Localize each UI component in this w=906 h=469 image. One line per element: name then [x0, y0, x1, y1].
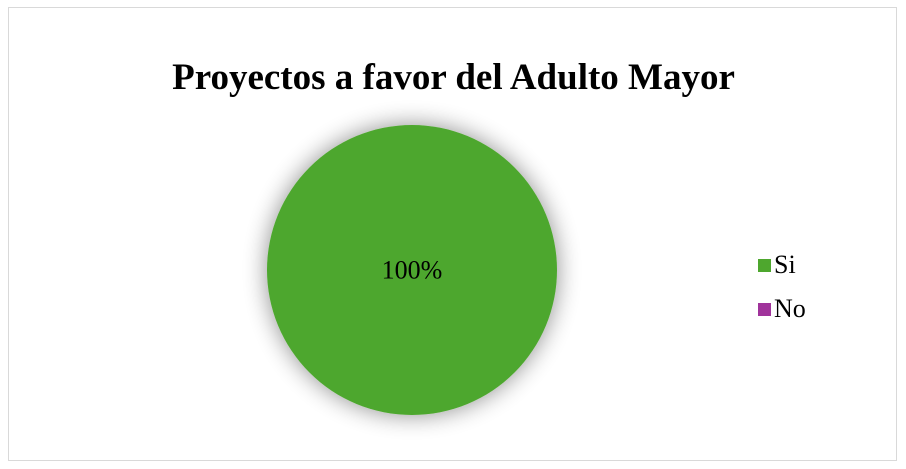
- legend-label: Si: [774, 250, 796, 279]
- pie-chart: 100%: [267, 125, 557, 415]
- chart-area: Proyectos a favor del Adulto Mayor 100% …: [8, 7, 897, 461]
- legend-label: No: [774, 294, 806, 323]
- legend-item-no: No: [758, 287, 806, 331]
- pie-data-labels: 100%: [382, 256, 443, 285]
- pie-slices: [267, 125, 557, 415]
- legend-swatch: [758, 258, 771, 272]
- legend-item-si: Si: [758, 243, 806, 287]
- chart-legend: Si No: [758, 243, 806, 331]
- legend-swatch: [758, 302, 771, 316]
- data-label-si: 100%: [382, 256, 443, 285]
- chart-title: Proyectos a favor del Adulto Mayor: [172, 57, 735, 98]
- pie-slice-si: [267, 125, 557, 415]
